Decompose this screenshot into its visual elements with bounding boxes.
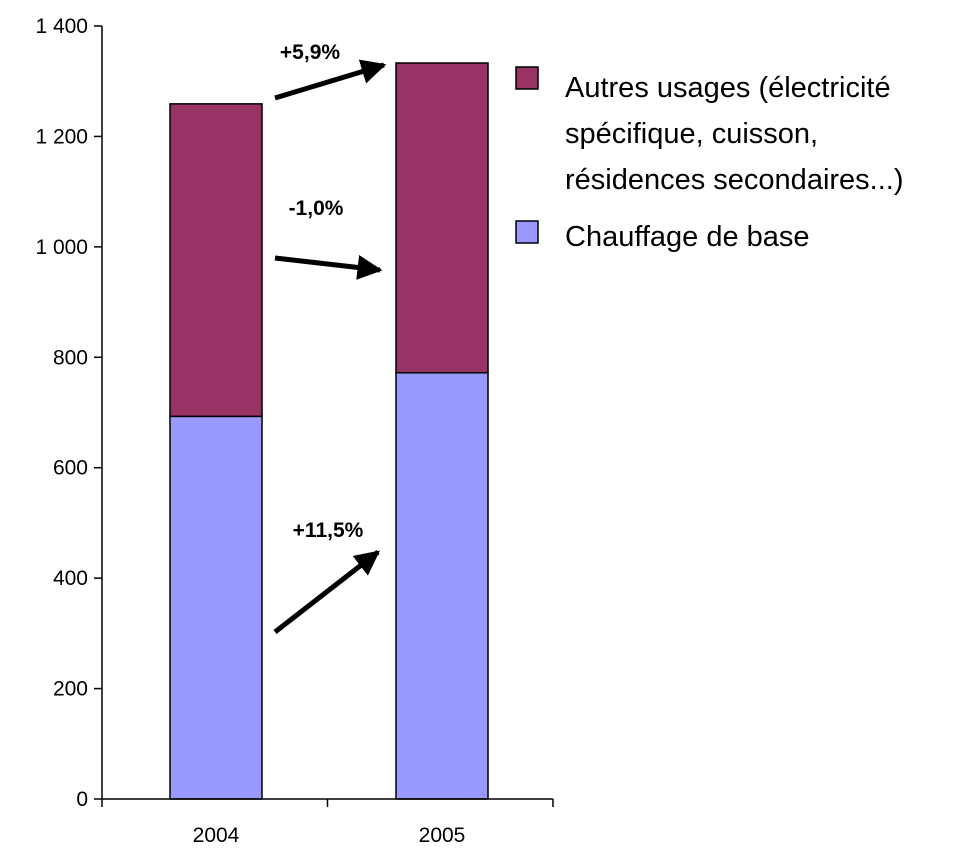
annotation-label-chauffage: +11,5% [293,519,364,542]
y-tick-label-200: 200 [53,678,88,701]
y-tick-label-600: 600 [53,457,88,480]
legend: Autres usages (électricité spécifique, c… [515,66,904,253]
legend-label-autres-line3: résidences secondaires...) [565,164,904,196]
legend-swatch-autres [515,66,539,90]
legend-label-autres-line2: spécifique, cuisson, [565,118,818,150]
annotation-arrow-total [274,59,387,101]
y-tick-label-800: 800 [53,346,88,369]
legend-item-autres: Autres usages (électricité spécifique, c… [515,66,904,196]
annotation-arrow-chauffage [273,550,380,634]
y-tick-label-1400: 1 400 [35,15,88,38]
annotation-label-total: +5,9% [280,41,340,64]
y-tick-label-400: 400 [53,567,88,590]
annotation-label-autres: -1,0% [289,197,344,220]
y-tick-label-1200: 1 200 [35,125,88,148]
annotation-total: +5,9% [274,41,387,101]
bars-layer [169,62,489,800]
bar-autres-2005 [395,62,489,374]
bar-chauffage-2005 [395,371,489,800]
y-tick-label-0: 0 [76,788,88,811]
y-tick-label-1000: 1 000 [35,236,88,259]
legend-label-chauffage: Chauffage de base [565,221,810,253]
legend-label-autres-line1: Autres usages (électricité [565,72,891,104]
bar-autres-2004 [169,103,263,418]
bar-chauffage-2004 [169,415,263,800]
annotation-arrow-autres [274,255,383,280]
annotation-chauffage: +11,5% [273,519,380,634]
annotation-autres: -1,0% [274,197,383,280]
axes-layer: 0 200 400 600 800 1 000 1 200 1 400 2004 2005 [35,15,554,847]
x-tick-label-2005: 2005 [419,824,466,847]
x-tick-label-2004: 2004 [193,824,240,847]
legend-item-chauffage: Chauffage de base [515,220,810,253]
legend-swatch-chauffage [515,220,539,244]
